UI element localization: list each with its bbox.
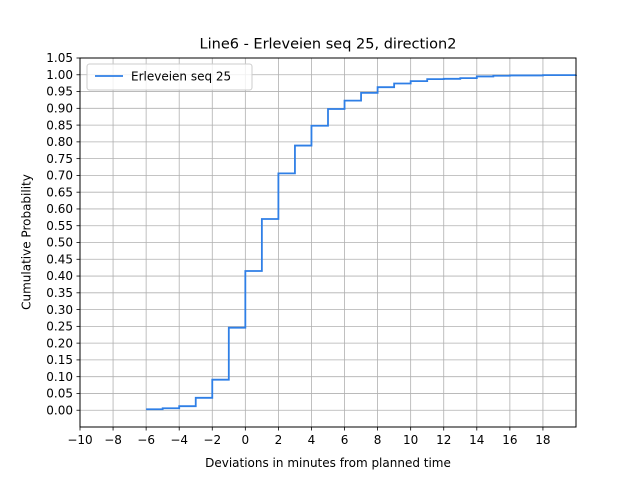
- y-tick-label: 0.85: [46, 118, 73, 132]
- x-tick-label: 10: [403, 433, 418, 447]
- x-tick-label: 14: [469, 433, 484, 447]
- series-line: [146, 74, 577, 411]
- y-tick-label: 0.30: [46, 303, 73, 317]
- x-axis-title: Deviations in minutes from planned time: [205, 456, 451, 470]
- y-tick-label: 0.35: [46, 286, 73, 300]
- y-tick-label: 0.75: [46, 152, 73, 166]
- y-tick-label: 1.05: [46, 51, 73, 65]
- y-axis-title: Cumulative Probability: [20, 174, 34, 310]
- x-tick-label: 18: [535, 433, 550, 447]
- y-tick-label: 0.15: [46, 353, 73, 367]
- y-tick-label: 0.95: [46, 85, 73, 99]
- x-tick-label: 6: [341, 433, 349, 447]
- y-tick-label: 0.70: [46, 169, 73, 183]
- y-tick-label: 0.80: [46, 135, 73, 149]
- y-tick-label: 0.10: [46, 370, 73, 384]
- series-layer: [146, 74, 577, 411]
- x-tick-label: −10: [67, 433, 92, 447]
- x-tick-label: 12: [436, 433, 451, 447]
- y-tick-label: 0.40: [46, 269, 73, 283]
- y-tick-label: 0.50: [46, 236, 73, 250]
- y-tick-label: 0.60: [46, 202, 73, 216]
- legend: Erleveien seq 25: [86, 63, 253, 91]
- legend-label: Erleveien seq 25: [131, 70, 231, 84]
- y-tick-label: 0.45: [46, 252, 73, 266]
- y-tick-label: 0.05: [46, 387, 73, 401]
- chart-title: Line6 - Erleveien seq 25, direction2: [200, 37, 457, 53]
- y-tick-label: 0.00: [46, 403, 73, 417]
- y-tick-label: 0.55: [46, 219, 73, 233]
- y-tick-label: 0.65: [46, 185, 73, 199]
- y-tick-label: 1.00: [46, 68, 73, 82]
- y-axis: 0.00 0.05 0.10 0.15 0.20 0.25 0.30 0.35 0.40 0.45…: [46, 51, 80, 417]
- x-tick-label: −2: [203, 433, 221, 447]
- y-tick-label: 0.90: [46, 102, 73, 116]
- grid: [79, 57, 576, 427]
- x-tick-label: 4: [308, 433, 316, 447]
- legend-box: [86, 63, 253, 91]
- x-axis: −10 −8 −6 −4 −2 0 2 4 6 8 10 12 14 16 18: [67, 427, 551, 447]
- x-tick-label: 0: [242, 433, 250, 447]
- y-tick-label: 0.25: [46, 320, 73, 334]
- x-tick-label: 8: [374, 433, 382, 447]
- y-tick-label: 0.20: [46, 336, 73, 350]
- x-tick-label: −8: [104, 433, 122, 447]
- x-tick-label: −6: [137, 433, 155, 447]
- x-tick-label: 2: [275, 433, 283, 447]
- x-tick-label: 16: [502, 433, 517, 447]
- x-tick-label: −4: [170, 433, 188, 447]
